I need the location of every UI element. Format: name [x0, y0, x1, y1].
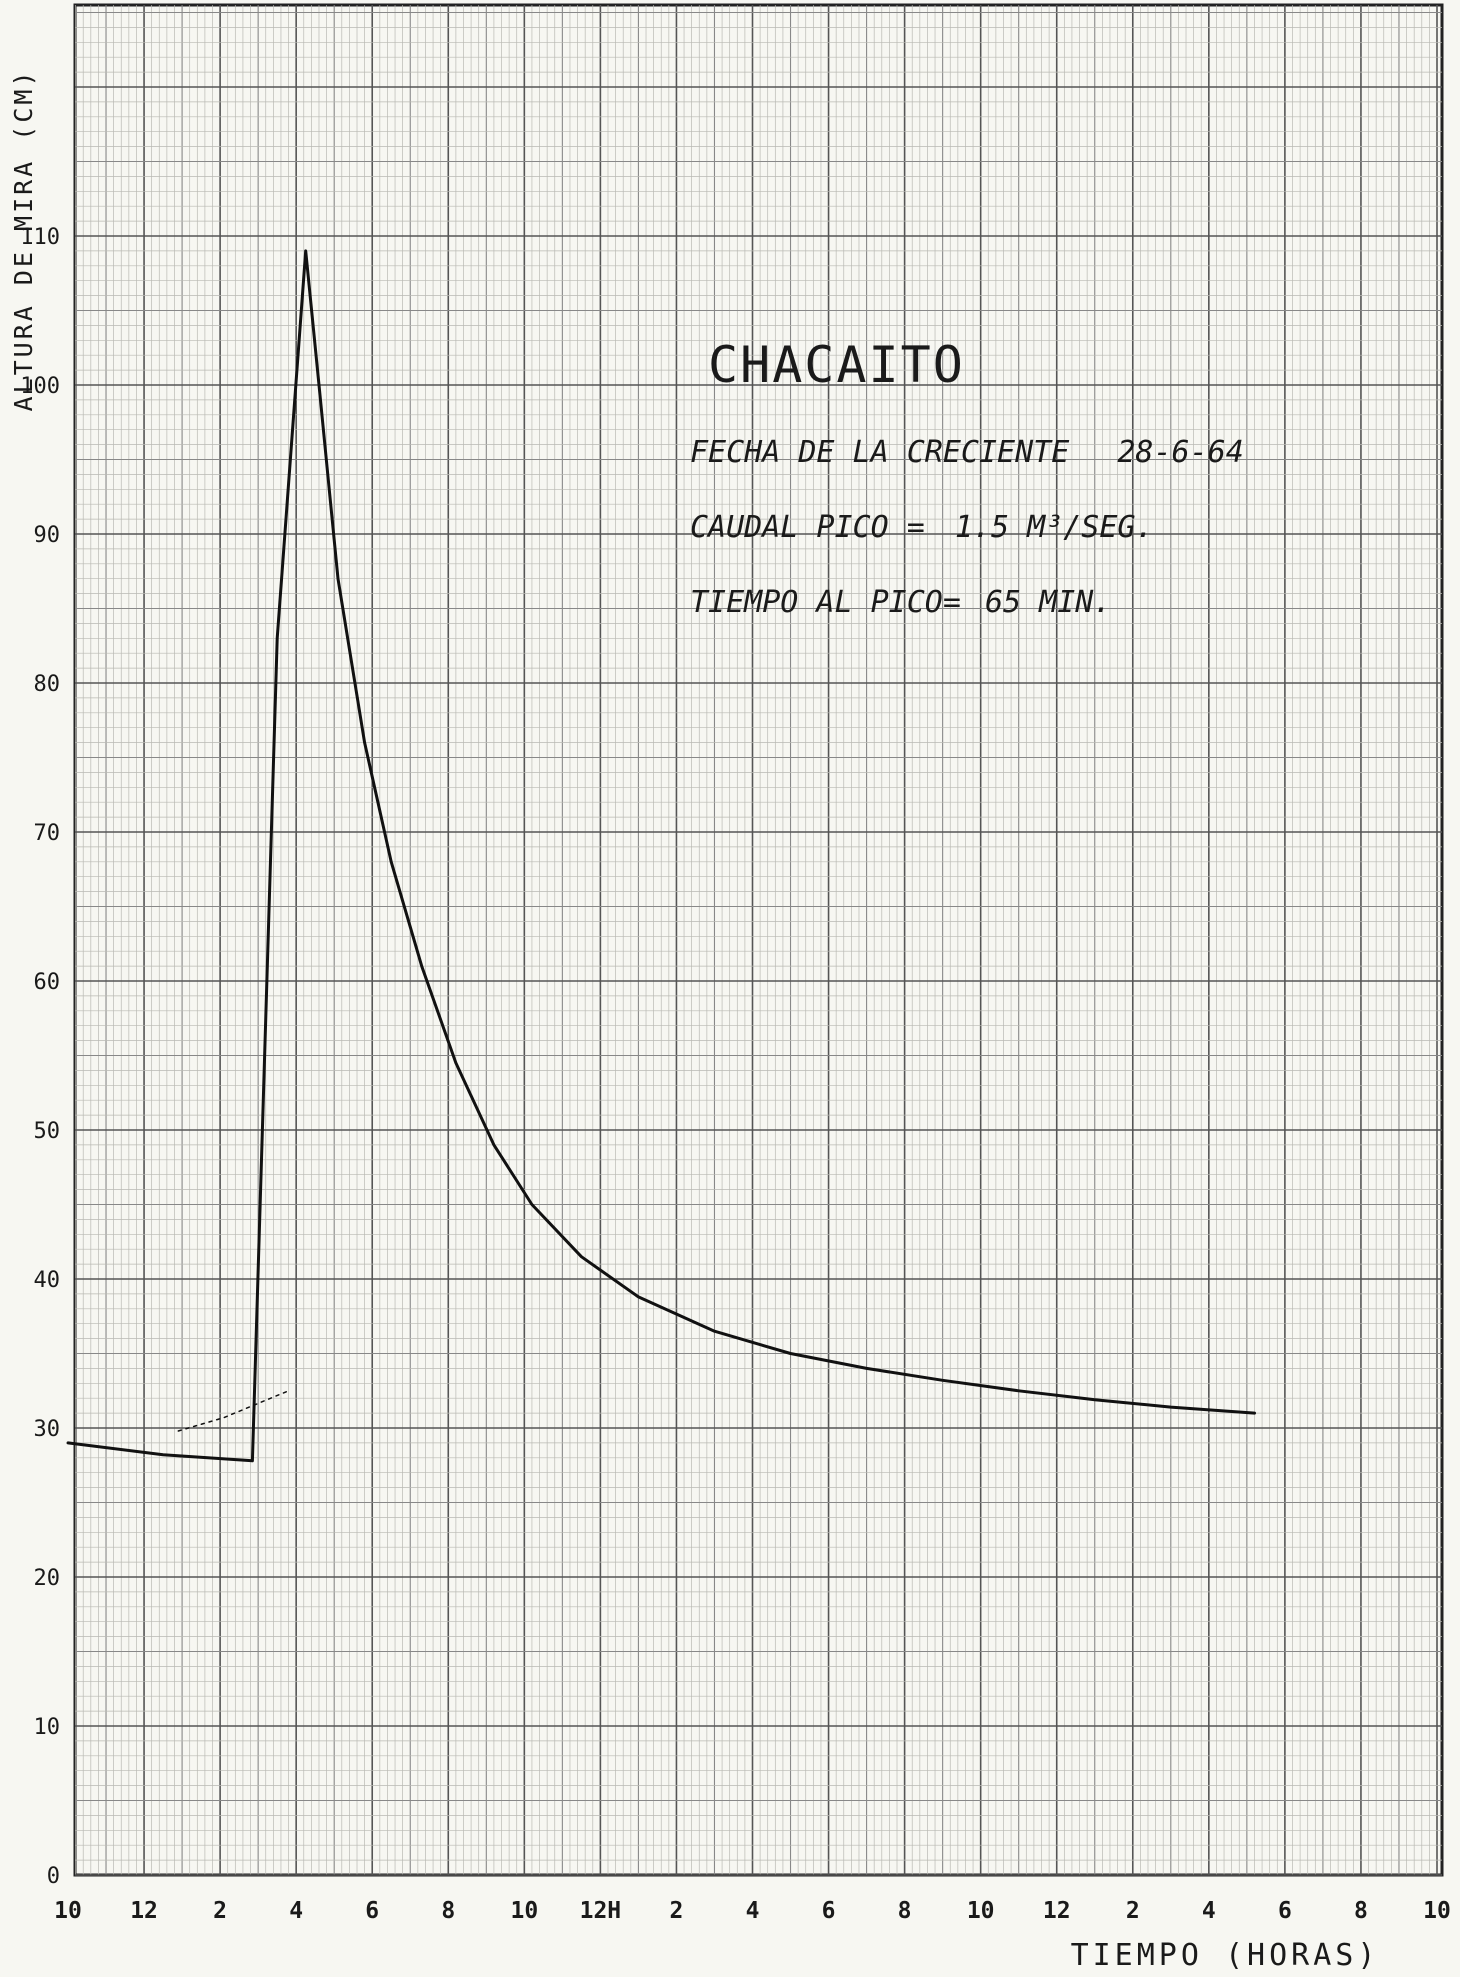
y-tick-label: 0	[47, 1864, 60, 1889]
y-tick-label: 60	[34, 970, 61, 995]
y-tick-label: 110	[20, 225, 60, 250]
x-tick-label: 6	[365, 1898, 379, 1924]
x-tick-label: 4	[1202, 1898, 1216, 1924]
annotation-time-to-peak-value: 65 MIN.	[985, 585, 1111, 620]
series-line-dotted	[177, 1390, 290, 1432]
x-axis-ticks: 10 12 2 4 6 8 10 12H 2 4 6 8 10 12 2 4 6 8 10	[54, 1898, 1451, 1924]
x-axis-label: TIEMPO (HORAS)	[1071, 1938, 1380, 1973]
x-tick-label: 6	[822, 1898, 836, 1924]
x-tick-label: 4	[746, 1898, 760, 1924]
annotation-flood-date-label: FECHA DE LA CRECIENTE	[690, 435, 1069, 470]
x-tick-label: 10	[54, 1898, 82, 1924]
y-tick-label: 20	[34, 1566, 61, 1591]
x-tick-label: 10	[967, 1898, 995, 1924]
x-tick-label: 12	[1043, 1898, 1071, 1924]
annotation-time-to-peak: TIEMPO AL PICO= 65 MIN.	[690, 585, 1111, 620]
annotation-time-to-peak-label: TIEMPO AL PICO=	[690, 585, 961, 620]
x-tick-label: 6	[1278, 1898, 1292, 1924]
chart-title: CHACAITO	[708, 336, 965, 394]
x-tick-label: 10	[1423, 1898, 1451, 1924]
x-tick-label: 12	[130, 1898, 158, 1924]
y-tick-label: 30	[34, 1417, 61, 1442]
x-tick-label: 4	[289, 1898, 303, 1924]
y-tick-label: 50	[34, 1119, 61, 1144]
annotation-flood-date: FECHA DE LA CRECIENTE 28-6-64	[690, 435, 1244, 470]
annotation-peak-flow-value: 1.5 M³/SEG.	[955, 510, 1154, 545]
x-tick-label: 2	[213, 1898, 227, 1924]
y-axis-label: ALTURA DE MIRA (CM)	[9, 69, 38, 412]
series-line-stage-hydrograph	[66, 249, 1256, 1463]
annotation-peak-flow-label: CAUDAL PICO =	[690, 510, 925, 545]
x-tick-label: 8	[441, 1898, 455, 1924]
x-tick-label: 12H	[580, 1898, 622, 1924]
y-tick-label: 70	[34, 821, 61, 846]
x-tick-label: 10	[510, 1898, 538, 1924]
x-tick-label: 2	[670, 1898, 684, 1924]
y-tick-label: 40	[34, 1268, 61, 1293]
x-tick-label: 8	[898, 1898, 912, 1924]
annotation-flood-date-value: 28-6-64	[1117, 435, 1243, 470]
x-tick-label: 2	[1126, 1898, 1140, 1924]
y-tick-label: 10	[34, 1715, 61, 1740]
y-axis-ticks: 0 10 20 30 40 50 60 70 80 90 100 110	[20, 225, 60, 1889]
x-tick-label: 8	[1354, 1898, 1368, 1924]
y-tick-label: 90	[34, 523, 61, 548]
grid	[75, 5, 1442, 1876]
y-tick-label: 100	[20, 374, 60, 399]
series-layer	[66, 249, 1256, 1463]
annotation-peak-flow: CAUDAL PICO = 1.5 M³/SEG.	[690, 510, 1154, 545]
y-tick-label: 80	[34, 672, 61, 697]
